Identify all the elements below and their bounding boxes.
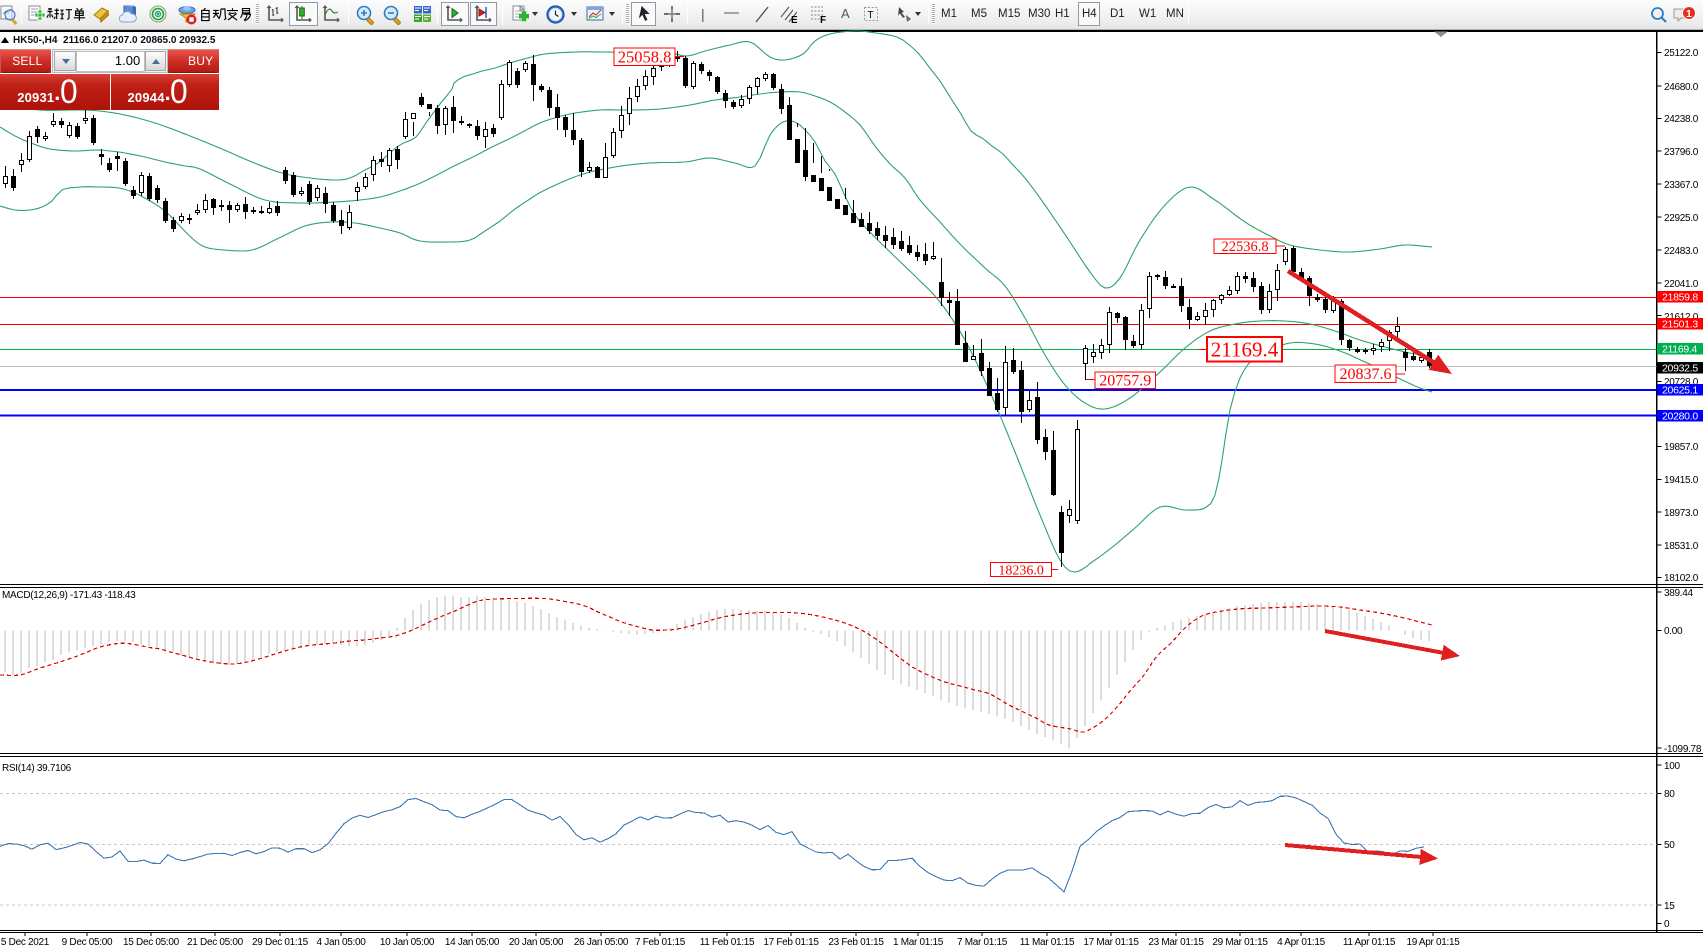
svg-text:4 Jan 05:00: 4 Jan 05:00 — [317, 937, 367, 948]
svg-text:23367.0: 23367.0 — [1664, 180, 1699, 191]
svg-text:389.44: 389.44 — [1664, 588, 1694, 599]
svg-text:21501.3: 21501.3 — [1662, 319, 1698, 331]
svg-text:18973.0: 18973.0 — [1664, 508, 1699, 519]
svg-text:E: E — [791, 15, 797, 24]
svg-text:19415.0: 19415.0 — [1664, 475, 1699, 486]
svg-text:21 Dec 05:00: 21 Dec 05:00 — [187, 937, 244, 948]
svg-text:17 Feb 01:15: 17 Feb 01:15 — [763, 937, 819, 948]
svg-text:25122.0: 25122.0 — [1664, 48, 1699, 59]
svg-text:T: T — [867, 10, 873, 21]
svg-text:10 Jan 05:00: 10 Jan 05:00 — [380, 937, 435, 948]
svg-text:17 Mar 01:15: 17 Mar 01:15 — [1083, 937, 1139, 948]
svg-text:50: 50 — [1664, 840, 1675, 851]
svg-text:5 Dec 2021: 5 Dec 2021 — [1, 937, 50, 948]
svg-text:20 Jan 05:00: 20 Jan 05:00 — [509, 937, 564, 948]
svg-text:18531.0: 18531.0 — [1664, 541, 1699, 552]
svg-text:19 Apr 01:15: 19 Apr 01:15 — [1406, 937, 1460, 948]
svg-text:20837.6: 20837.6 — [1340, 366, 1392, 383]
svg-text:4 Apr 01:15: 4 Apr 01:15 — [1277, 937, 1326, 948]
svg-text:9 Dec 05:00: 9 Dec 05:00 — [62, 937, 113, 948]
svg-text:20280.0: 20280.0 — [1662, 411, 1698, 423]
svg-text:15: 15 — [1664, 901, 1675, 912]
svg-text:21169.4: 21169.4 — [1662, 344, 1698, 356]
svg-text:11 Feb 01:15: 11 Feb 01:15 — [700, 937, 755, 948]
svg-text:11 Mar 01:15: 11 Mar 01:15 — [1020, 937, 1075, 948]
svg-text:20625.1: 20625.1 — [1662, 384, 1698, 396]
svg-text:100: 100 — [1664, 761, 1681, 772]
svg-text:23 Mar 01:15: 23 Mar 01:15 — [1148, 937, 1204, 948]
svg-text:14 Jan 05:00: 14 Jan 05:00 — [445, 937, 500, 948]
svg-text:26 Jan 05:00: 26 Jan 05:00 — [574, 937, 629, 948]
svg-text:18102.0: 18102.0 — [1664, 573, 1699, 584]
svg-text:23796.0: 23796.0 — [1664, 147, 1699, 158]
svg-text:22041.0: 22041.0 — [1664, 279, 1699, 290]
svg-text:29 Dec 01:15: 29 Dec 01:15 — [252, 937, 309, 948]
svg-text:7 Feb 01:15: 7 Feb 01:15 — [635, 937, 686, 948]
svg-text:21859.8: 21859.8 — [1662, 292, 1698, 304]
svg-text:21169.4: 21169.4 — [1211, 337, 1279, 361]
svg-text:7 Mar 01:15: 7 Mar 01:15 — [957, 937, 1008, 948]
svg-text:1 Mar 01:15: 1 Mar 01:15 — [893, 937, 944, 948]
svg-text:F: F — [820, 15, 826, 24]
svg-text:MACD(12,26,9) -171.43 -118.43: MACD(12,26,9) -171.43 -118.43 — [2, 590, 136, 601]
svg-text:80: 80 — [1664, 789, 1675, 800]
svg-text:20932.5: 20932.5 — [1662, 362, 1698, 374]
svg-text:0.00: 0.00 — [1664, 626, 1683, 637]
svg-text:21612.0: 21612.0 — [1664, 312, 1699, 323]
svg-text:25058.8: 25058.8 — [618, 47, 672, 66]
svg-text:20728.0: 20728.0 — [1664, 377, 1699, 388]
svg-text:0: 0 — [1664, 919, 1670, 930]
svg-text:20757.9: 20757.9 — [1099, 373, 1151, 390]
svg-text:24238.0: 24238.0 — [1664, 114, 1699, 125]
svg-text:11 Apr 01:15: 11 Apr 01:15 — [1343, 937, 1396, 948]
svg-text:22483.0: 22483.0 — [1664, 246, 1699, 257]
svg-text:-1099.78: -1099.78 — [1664, 744, 1702, 755]
svg-text:23 Feb 01:15: 23 Feb 01:15 — [828, 937, 884, 948]
svg-text:19857.0: 19857.0 — [1664, 442, 1699, 453]
svg-text:22925.0: 22925.0 — [1664, 213, 1699, 224]
svg-text:29 Mar 01:15: 29 Mar 01:15 — [1212, 937, 1268, 948]
svg-text:22536.8: 22536.8 — [1221, 239, 1268, 255]
svg-text:24680.0: 24680.0 — [1664, 82, 1699, 93]
svg-text:15 Dec 05:00: 15 Dec 05:00 — [123, 937, 180, 948]
svg-text:18236.0: 18236.0 — [998, 563, 1044, 578]
svg-text:RSI(14) 39.7106: RSI(14) 39.7106 — [2, 763, 72, 774]
